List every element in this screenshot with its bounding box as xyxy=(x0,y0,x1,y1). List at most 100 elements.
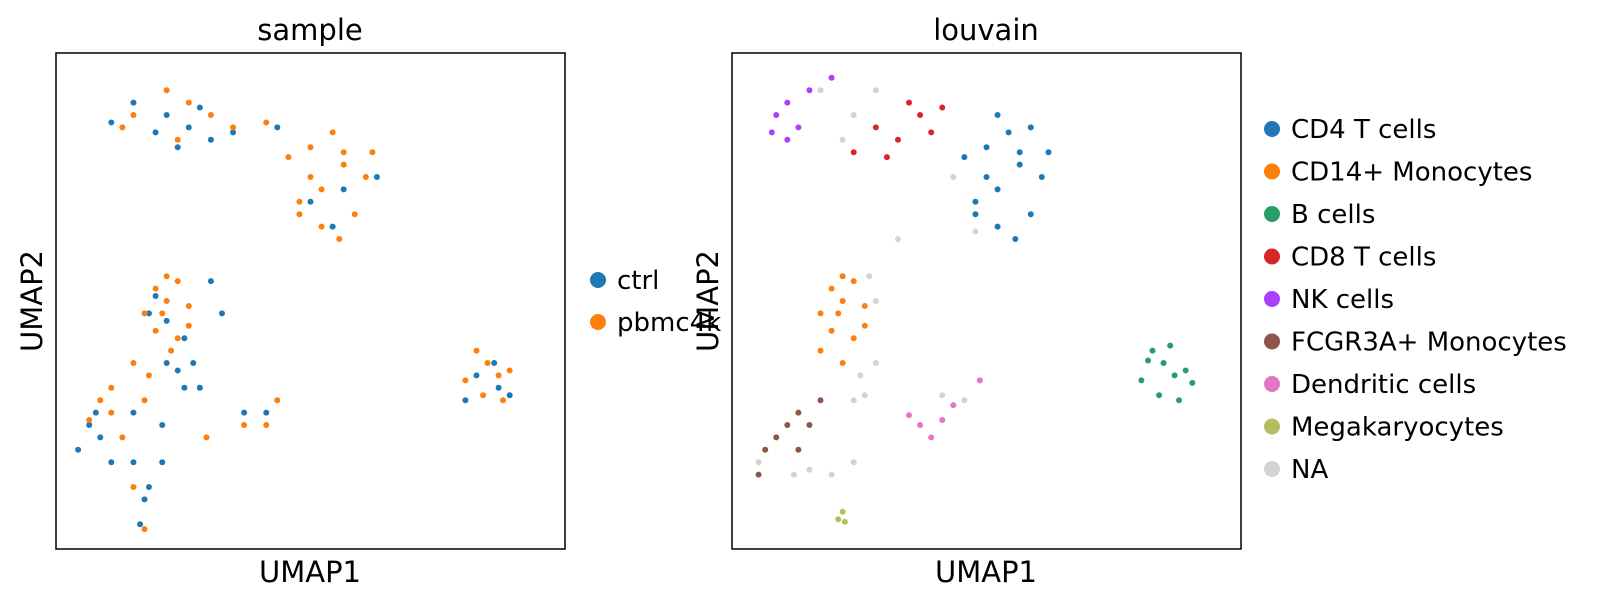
point-cd14-monocytes xyxy=(828,285,835,292)
point-b-cells xyxy=(1138,377,1145,384)
point-cd14-monocytes xyxy=(817,347,824,354)
point-cd14-monocytes xyxy=(839,298,846,304)
point-nk-cells xyxy=(806,87,813,94)
y-axis-label: UMAP2 xyxy=(691,250,725,352)
point-cd4-t-cells xyxy=(1038,174,1045,180)
point-na xyxy=(861,392,868,399)
point-na xyxy=(950,174,957,180)
point-cd14-monocytes xyxy=(835,310,842,317)
point-pbmc4k xyxy=(307,174,314,180)
point-pbmc4k xyxy=(163,273,170,280)
y-axis-label: UMAP2 xyxy=(15,250,49,352)
point-pbmc4k xyxy=(369,149,376,156)
point-ctrl xyxy=(86,422,93,428)
point-ctrl xyxy=(130,459,137,466)
point-pbmc4k xyxy=(500,397,507,404)
point-ctrl xyxy=(181,335,188,342)
point-na xyxy=(872,360,879,366)
point-na xyxy=(828,471,835,478)
point-cd4-t-cells xyxy=(1027,211,1034,218)
point-pbmc4k xyxy=(163,87,170,94)
point-na xyxy=(839,136,846,143)
point-cd8-t-cells xyxy=(928,129,935,136)
legend-label-cd14-monocytes: CD14+ Monocytes xyxy=(1291,158,1532,188)
point-cd14-monocytes xyxy=(861,322,868,329)
plot-title: louvain xyxy=(933,13,1039,47)
plot-frame xyxy=(731,52,1242,550)
point-pbmc4k xyxy=(462,377,469,384)
point-cd4-t-cells xyxy=(961,154,968,161)
point-na xyxy=(961,397,968,404)
point-pbmc4k xyxy=(97,397,104,404)
point-ctrl xyxy=(196,104,203,111)
point-pbmc4k xyxy=(495,372,502,379)
point-fcgr3a-monocytes xyxy=(784,422,791,428)
point-b-cells xyxy=(1145,357,1152,364)
point-pbmc4k xyxy=(174,335,181,342)
point-na xyxy=(850,112,857,118)
point-pbmc4k xyxy=(484,360,491,366)
point-pbmc4k xyxy=(108,409,115,416)
point-pbmc4k xyxy=(241,422,248,428)
point-pbmc4k xyxy=(340,161,347,168)
x-axis-label: UMAP1 xyxy=(935,555,1037,589)
point-ctrl xyxy=(307,198,314,205)
point-cd4-t-cells xyxy=(1027,124,1034,131)
point-pbmc4k xyxy=(168,347,175,354)
point-cd4-t-cells xyxy=(1016,149,1023,156)
point-ctrl xyxy=(145,310,152,317)
legend-label-pbmc4k: pbmc4k xyxy=(617,308,721,338)
point-pbmc4k xyxy=(145,372,152,379)
point-b-cells xyxy=(1160,360,1167,366)
legend-marker-megakaryocytes xyxy=(1264,418,1280,435)
point-ctrl xyxy=(340,186,347,193)
point-cd4-t-cells xyxy=(972,198,979,205)
point-ctrl xyxy=(145,484,152,490)
point-cd4-t-cells xyxy=(1005,129,1012,136)
point-ctrl xyxy=(137,521,144,528)
point-pbmc4k xyxy=(274,397,281,404)
point-na xyxy=(755,459,762,466)
point-cd14-monocytes xyxy=(861,302,868,309)
point-cd8-t-cells xyxy=(917,112,924,118)
point-ctrl xyxy=(207,136,214,143)
point-ctrl xyxy=(163,112,170,118)
point-ctrl xyxy=(241,409,248,416)
point-na xyxy=(790,471,797,478)
point-pbmc4k xyxy=(108,384,115,391)
point-cd14-monocytes xyxy=(839,360,846,366)
point-pbmc4k xyxy=(263,422,270,428)
point-nk-cells xyxy=(768,129,775,136)
point-megakaryocytes xyxy=(839,508,846,515)
point-ctrl xyxy=(495,384,502,391)
point-pbmc4k xyxy=(362,174,369,180)
point-cd14-monocytes xyxy=(828,327,835,334)
point-pbmc4k xyxy=(230,124,237,131)
point-megakaryocytes xyxy=(841,518,848,525)
point-pbmc4k xyxy=(307,144,314,151)
point-ctrl xyxy=(174,144,181,151)
point-na xyxy=(866,273,873,280)
point-pbmc4k xyxy=(318,186,325,193)
point-na xyxy=(850,397,857,404)
point-pbmc4k xyxy=(207,112,214,118)
legend-label-cd8-t-cells: CD8 T cells xyxy=(1291,243,1436,273)
point-na xyxy=(857,372,864,379)
point-ctrl xyxy=(75,446,82,453)
legend-label-cd4-t-cells: CD4 T cells xyxy=(1291,115,1436,145)
point-ctrl xyxy=(163,317,170,324)
point-ctrl xyxy=(97,434,104,441)
legend-marker-nk-cells xyxy=(1264,291,1280,307)
point-ctrl xyxy=(163,360,170,366)
point-cd14-monocytes xyxy=(839,273,846,280)
point-pbmc4k xyxy=(351,211,358,218)
point-nk-cells xyxy=(828,74,835,81)
point-na xyxy=(939,392,946,399)
panel-louvain: louvain UMAP1 UMAP2 CD4 T cells CD14+ Mon… xyxy=(691,13,1567,589)
panel-sample: sample UMAP1 UMAP2 ctrl pbmc4k xyxy=(15,13,721,589)
point-fcgr3a-monocytes xyxy=(817,397,824,404)
legend-label-nk-cells: NK cells xyxy=(1291,285,1394,315)
point-cd8-t-cells xyxy=(906,99,913,106)
scatter-points xyxy=(755,74,1196,525)
point-pbmc4k xyxy=(119,124,126,131)
